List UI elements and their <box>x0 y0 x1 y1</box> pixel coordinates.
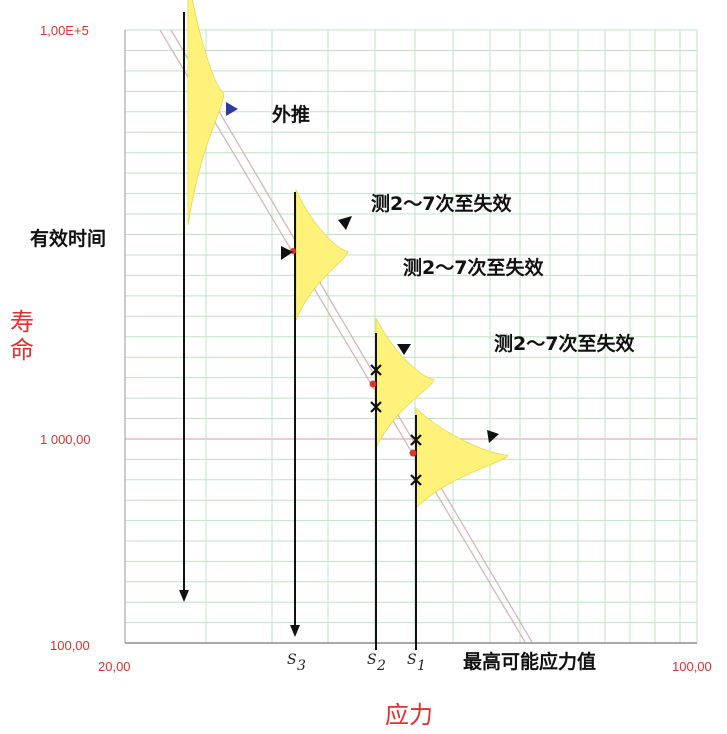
svg-text:3: 3 <box>297 658 306 674</box>
svg-text:S: S <box>367 652 377 668</box>
failure-mark-s1-b-b <box>410 474 422 486</box>
label-test-failure-1: 测2～7次至失效 <box>371 192 511 215</box>
x-tick-right: 100,00 <box>672 659 712 674</box>
mean-point-s2 <box>369 380 377 388</box>
pointer-extrapolate <box>226 102 238 116</box>
failure-marks <box>226 102 499 486</box>
label-max-stress: 最高可能应力值 <box>463 650 596 673</box>
distribution-s3 <box>295 189 349 321</box>
svg-text:2: 2 <box>376 658 386 674</box>
trend-lines <box>159 29 533 643</box>
pointer-test-3 <box>487 430 499 443</box>
line-extrapolated-arrow <box>179 590 189 602</box>
y-axis-title-char2: 命 <box>10 336 34 364</box>
svg-text:S: S <box>407 652 417 668</box>
y-tick-top: 1,00E+5 <box>40 23 89 38</box>
stress-label-s3: S 3 <box>287 652 306 674</box>
stress-label-s1: S 1 <box>407 652 426 674</box>
pointer-test-1 <box>338 216 352 230</box>
failure-mark-s1-a-b <box>410 434 422 446</box>
line-s3-arrow <box>290 625 300 637</box>
stress-label-s2: S 2 <box>367 652 386 674</box>
x-tick-left: 20,00 <box>98 659 131 674</box>
failure-mark-s2-b-b <box>370 401 382 413</box>
pointer-test-2 <box>397 344 411 355</box>
pointer-s3 <box>281 246 293 260</box>
svg-text:1: 1 <box>417 658 426 674</box>
y-tick-bottom: 100,00 <box>50 638 90 653</box>
trend-line-b <box>170 29 533 643</box>
mean-point-s1 <box>409 449 417 457</box>
label-test-failure-3: 测2～7次至失效 <box>494 332 634 355</box>
label-effective-time: 有效时间 <box>30 227 106 250</box>
failure-mark-s2-a-b <box>370 364 382 376</box>
trend-line-a <box>159 29 526 643</box>
x-axis-title: 应力 <box>385 701 433 729</box>
distribution-s2 <box>375 317 435 449</box>
distribution-s1 <box>415 407 509 509</box>
y-tick-mid: 1 000,00 <box>40 432 91 447</box>
distribution-extrapolated <box>187 0 225 226</box>
svg-text:S: S <box>287 652 297 668</box>
distribution-curves <box>187 0 509 509</box>
label-test-failure-2: 测2～7次至失效 <box>403 256 543 279</box>
label-extrapolate: 外推 <box>272 103 310 126</box>
y-axis-title-char1: 寿 <box>10 308 34 336</box>
